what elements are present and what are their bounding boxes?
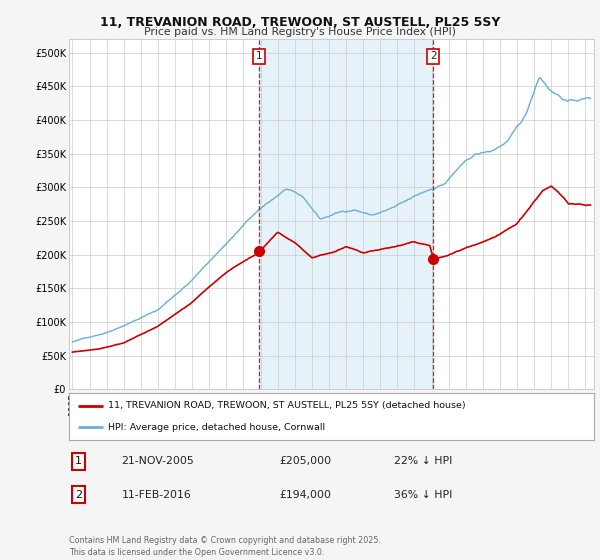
Bar (259, 39, 433, 389)
Text: 21-NOV-2005: 21-NOV-2005 (121, 456, 194, 466)
Text: HPI: Average price, detached house, Cornwall: HPI: Average price, detached house, Corn… (109, 423, 325, 432)
Text: Contains HM Land Registry data © Crown copyright and database right 2025.
This d: Contains HM Land Registry data © Crown c… (69, 536, 381, 557)
Text: £205,000: £205,000 (279, 456, 331, 466)
Text: 1: 1 (256, 52, 262, 62)
Text: 2: 2 (75, 489, 82, 500)
Text: 2: 2 (430, 52, 437, 62)
Text: 1: 1 (75, 456, 82, 466)
Text: 22% ↓ HPI: 22% ↓ HPI (395, 456, 453, 466)
Text: £194,000: £194,000 (279, 489, 331, 500)
Text: Price paid vs. HM Land Registry's House Price Index (HPI): Price paid vs. HM Land Registry's House … (144, 27, 456, 37)
Text: 11-FEB-2016: 11-FEB-2016 (121, 489, 191, 500)
Text: 11, TREVANION ROAD, TREWOON, ST AUSTELL, PL25 5SY: 11, TREVANION ROAD, TREWOON, ST AUSTELL,… (100, 16, 500, 29)
Text: 11, TREVANION ROAD, TREWOON, ST AUSTELL, PL25 5SY (detached house): 11, TREVANION ROAD, TREWOON, ST AUSTELL,… (109, 401, 466, 410)
Text: 36% ↓ HPI: 36% ↓ HPI (395, 489, 453, 500)
